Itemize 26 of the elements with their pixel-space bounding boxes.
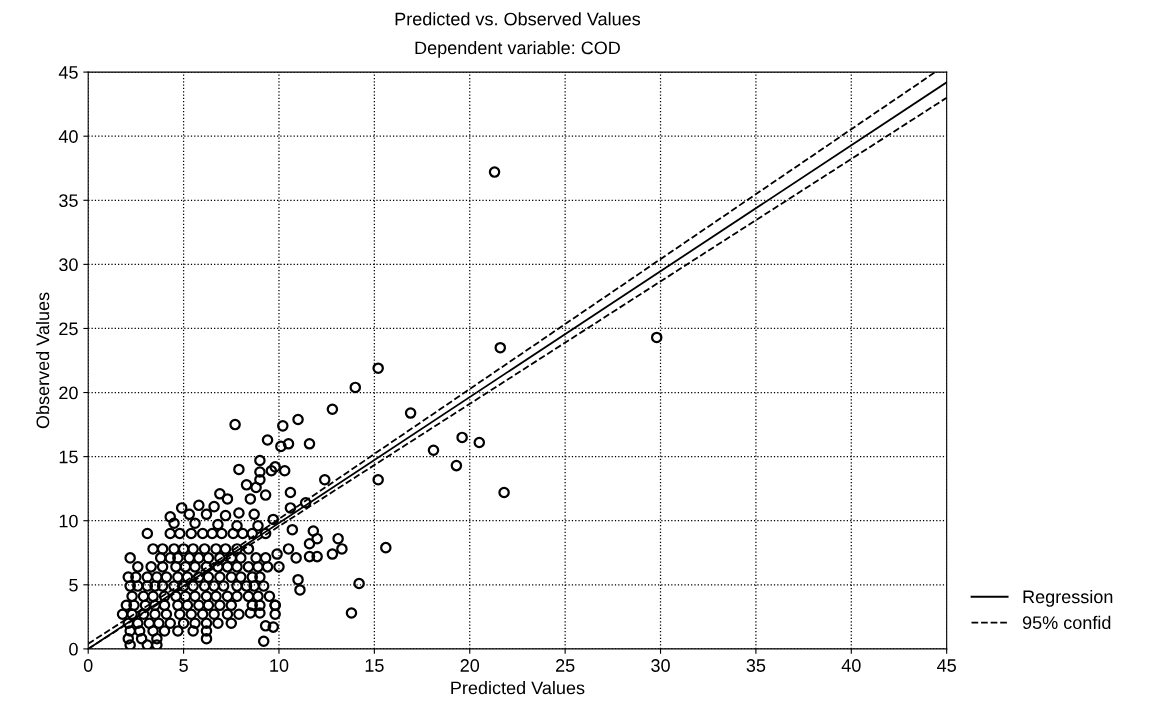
x-tick-label: 45	[937, 659, 956, 672]
x-tick-label: 30	[651, 659, 670, 672]
y-tick-label: 30	[59, 258, 78, 272]
y-tick-label: 10	[59, 514, 78, 528]
y-tick-label: 45	[58, 66, 78, 79]
x-axis-title: Predicted Values	[451, 681, 585, 695]
x-tick-label: 15	[365, 659, 384, 672]
chart-title: Predicted vs. Observed Values	[395, 12, 641, 26]
x-tick-label: 10	[270, 659, 289, 672]
y-tick-label: 15	[59, 450, 78, 464]
x-tick-label: 0	[83, 659, 93, 672]
y-tick-label: 0	[69, 642, 78, 656]
y-tick-label: 25	[59, 322, 78, 336]
x-tick-label: 25	[556, 659, 575, 672]
legend-label: 95% confid	[1022, 615, 1111, 630]
y-tick-label: 5	[69, 578, 78, 592]
y-axis-title: Observed Values	[36, 292, 50, 429]
x-tick-label: 5	[179, 659, 188, 672]
y-tick-label: 20	[59, 386, 78, 400]
x-tick-label: 35	[746, 659, 766, 672]
y-tick-label: 40	[58, 130, 78, 143]
x-tick-label: 20	[460, 659, 480, 672]
legend-label: Regression	[1023, 589, 1113, 607]
chart-subtitle: Dependent variable: COD	[415, 40, 620, 58]
y-tick-label: 35	[59, 194, 78, 207]
x-tick-label: 40	[841, 659, 861, 672]
